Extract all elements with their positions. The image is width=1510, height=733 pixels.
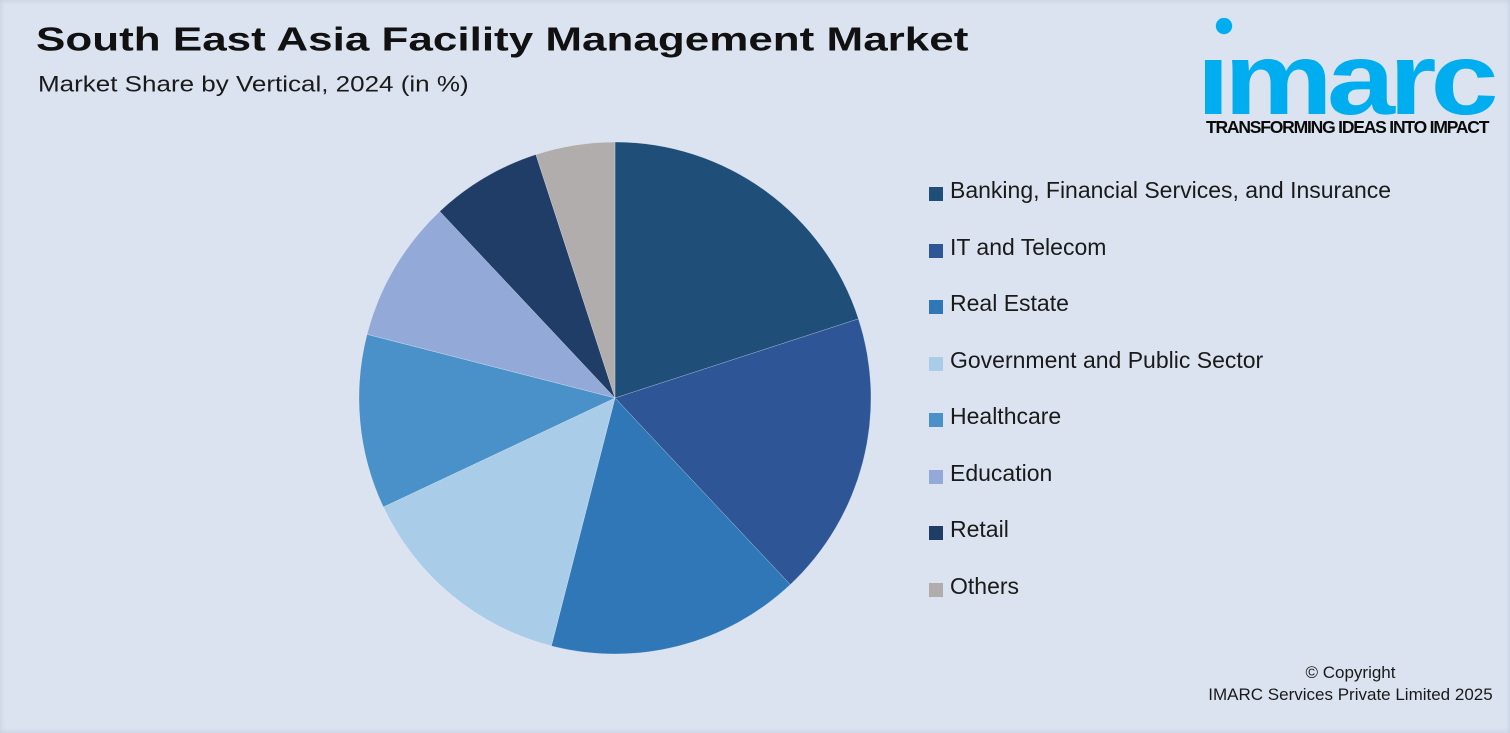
- svg-text:TRANSFORMING IDEAS INTO IMPACT: TRANSFORMING IDEAS INTO IMPACT: [1206, 117, 1490, 137]
